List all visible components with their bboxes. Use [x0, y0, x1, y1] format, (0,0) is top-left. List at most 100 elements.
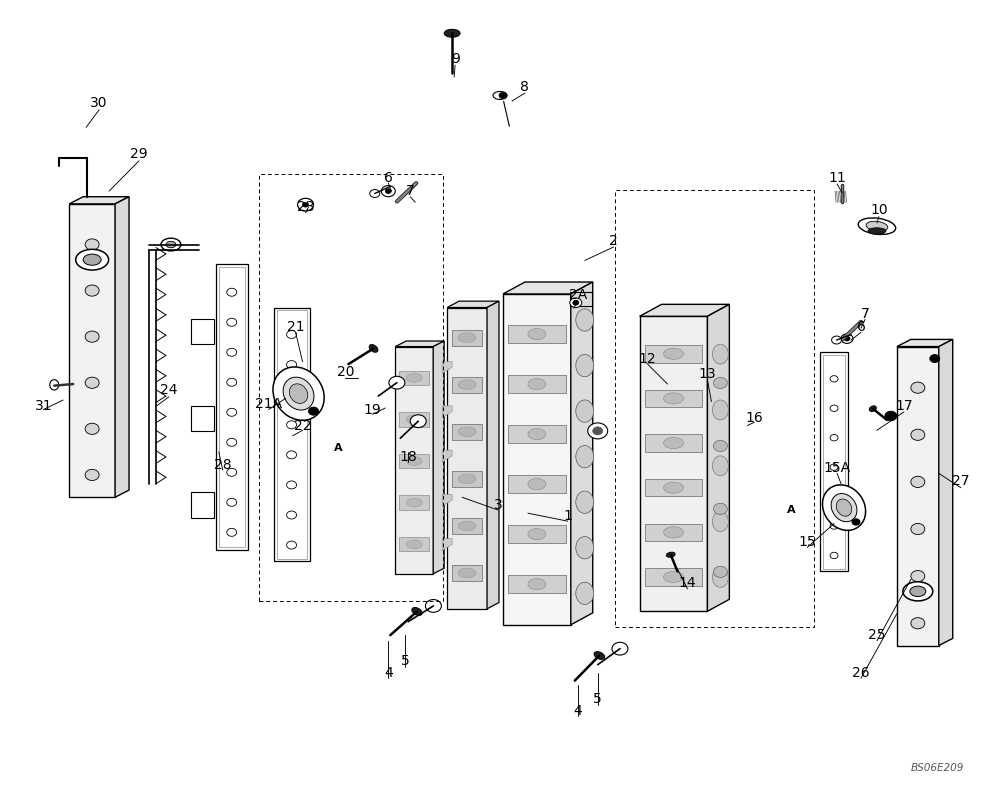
Polygon shape [69, 197, 129, 204]
Text: 3: 3 [494, 498, 502, 512]
Circle shape [612, 642, 628, 655]
Bar [645, 345, 702, 362]
Text: 2A: 2A [569, 288, 587, 302]
Ellipse shape [289, 384, 308, 403]
Text: A: A [334, 443, 343, 453]
Polygon shape [640, 304, 729, 316]
Bar [399, 537, 429, 551]
Polygon shape [395, 346, 433, 574]
Bar [645, 523, 702, 541]
Ellipse shape [666, 552, 675, 558]
Bar [508, 326, 566, 343]
Circle shape [593, 427, 603, 435]
Bar [615, 190, 814, 627]
Bar [508, 526, 566, 543]
Text: 26: 26 [852, 666, 870, 680]
Polygon shape [447, 307, 487, 609]
Ellipse shape [664, 348, 683, 359]
Ellipse shape [664, 482, 683, 494]
Bar [820, 352, 848, 571]
Polygon shape [897, 346, 939, 646]
Circle shape [85, 470, 99, 481]
Ellipse shape [412, 607, 422, 615]
Text: 24: 24 [160, 383, 178, 398]
Ellipse shape [369, 345, 378, 352]
Text: 16: 16 [745, 410, 763, 425]
Bar [274, 307, 310, 561]
Text: 2: 2 [609, 234, 618, 247]
Text: 4: 4 [384, 666, 393, 680]
Ellipse shape [836, 499, 852, 516]
Ellipse shape [493, 91, 507, 99]
Bar [570, 291, 592, 306]
Ellipse shape [406, 498, 422, 507]
Circle shape [911, 618, 925, 629]
Ellipse shape [406, 540, 422, 549]
Circle shape [370, 190, 380, 198]
Circle shape [85, 285, 99, 296]
Polygon shape [503, 294, 571, 625]
Circle shape [85, 423, 99, 434]
Polygon shape [433, 341, 444, 574]
Circle shape [85, 331, 99, 342]
Ellipse shape [576, 309, 594, 331]
Circle shape [844, 336, 850, 341]
Ellipse shape [528, 329, 546, 340]
Circle shape [713, 440, 727, 451]
Ellipse shape [576, 491, 594, 514]
Polygon shape [640, 316, 707, 611]
Circle shape [713, 503, 727, 514]
Text: 13: 13 [699, 367, 716, 382]
Bar [277, 310, 307, 558]
Bar [508, 475, 566, 493]
Text: 7: 7 [406, 184, 415, 198]
Ellipse shape [576, 354, 594, 377]
Circle shape [841, 334, 853, 343]
Polygon shape [69, 204, 115, 498]
Text: 30: 30 [90, 97, 108, 110]
Text: 18: 18 [399, 450, 417, 464]
Ellipse shape [664, 393, 683, 404]
Text: 1: 1 [563, 509, 572, 522]
Ellipse shape [712, 456, 728, 476]
Text: 12: 12 [639, 351, 656, 366]
Bar [399, 370, 429, 385]
Text: 9: 9 [451, 52, 460, 66]
Bar [452, 424, 482, 440]
Polygon shape [707, 304, 729, 611]
Bar [823, 354, 845, 569]
Bar [399, 412, 429, 426]
Bar [508, 375, 566, 393]
Ellipse shape [406, 457, 422, 466]
Ellipse shape [869, 406, 876, 411]
Ellipse shape [712, 400, 728, 420]
Bar [645, 568, 702, 586]
Bar [645, 434, 702, 452]
Ellipse shape [910, 586, 926, 597]
Ellipse shape [528, 578, 546, 590]
Circle shape [713, 566, 727, 578]
Ellipse shape [903, 582, 933, 601]
Circle shape [911, 523, 925, 534]
Polygon shape [447, 301, 499, 307]
Bar [216, 265, 248, 550]
Ellipse shape [528, 378, 546, 390]
Circle shape [911, 430, 925, 440]
Text: 6: 6 [384, 171, 393, 186]
Text: 7: 7 [861, 307, 869, 321]
Circle shape [410, 414, 426, 427]
Ellipse shape [273, 367, 324, 420]
Ellipse shape [458, 568, 476, 578]
Polygon shape [442, 494, 452, 506]
Circle shape [85, 239, 99, 250]
Text: 27: 27 [952, 474, 969, 488]
Text: 8: 8 [520, 81, 529, 94]
Text: 15A: 15A [823, 461, 851, 474]
Bar [219, 267, 245, 547]
Ellipse shape [166, 242, 176, 248]
Ellipse shape [83, 254, 101, 266]
Text: 29: 29 [130, 147, 148, 162]
Ellipse shape [664, 571, 683, 582]
Ellipse shape [712, 567, 728, 587]
Polygon shape [115, 197, 129, 498]
